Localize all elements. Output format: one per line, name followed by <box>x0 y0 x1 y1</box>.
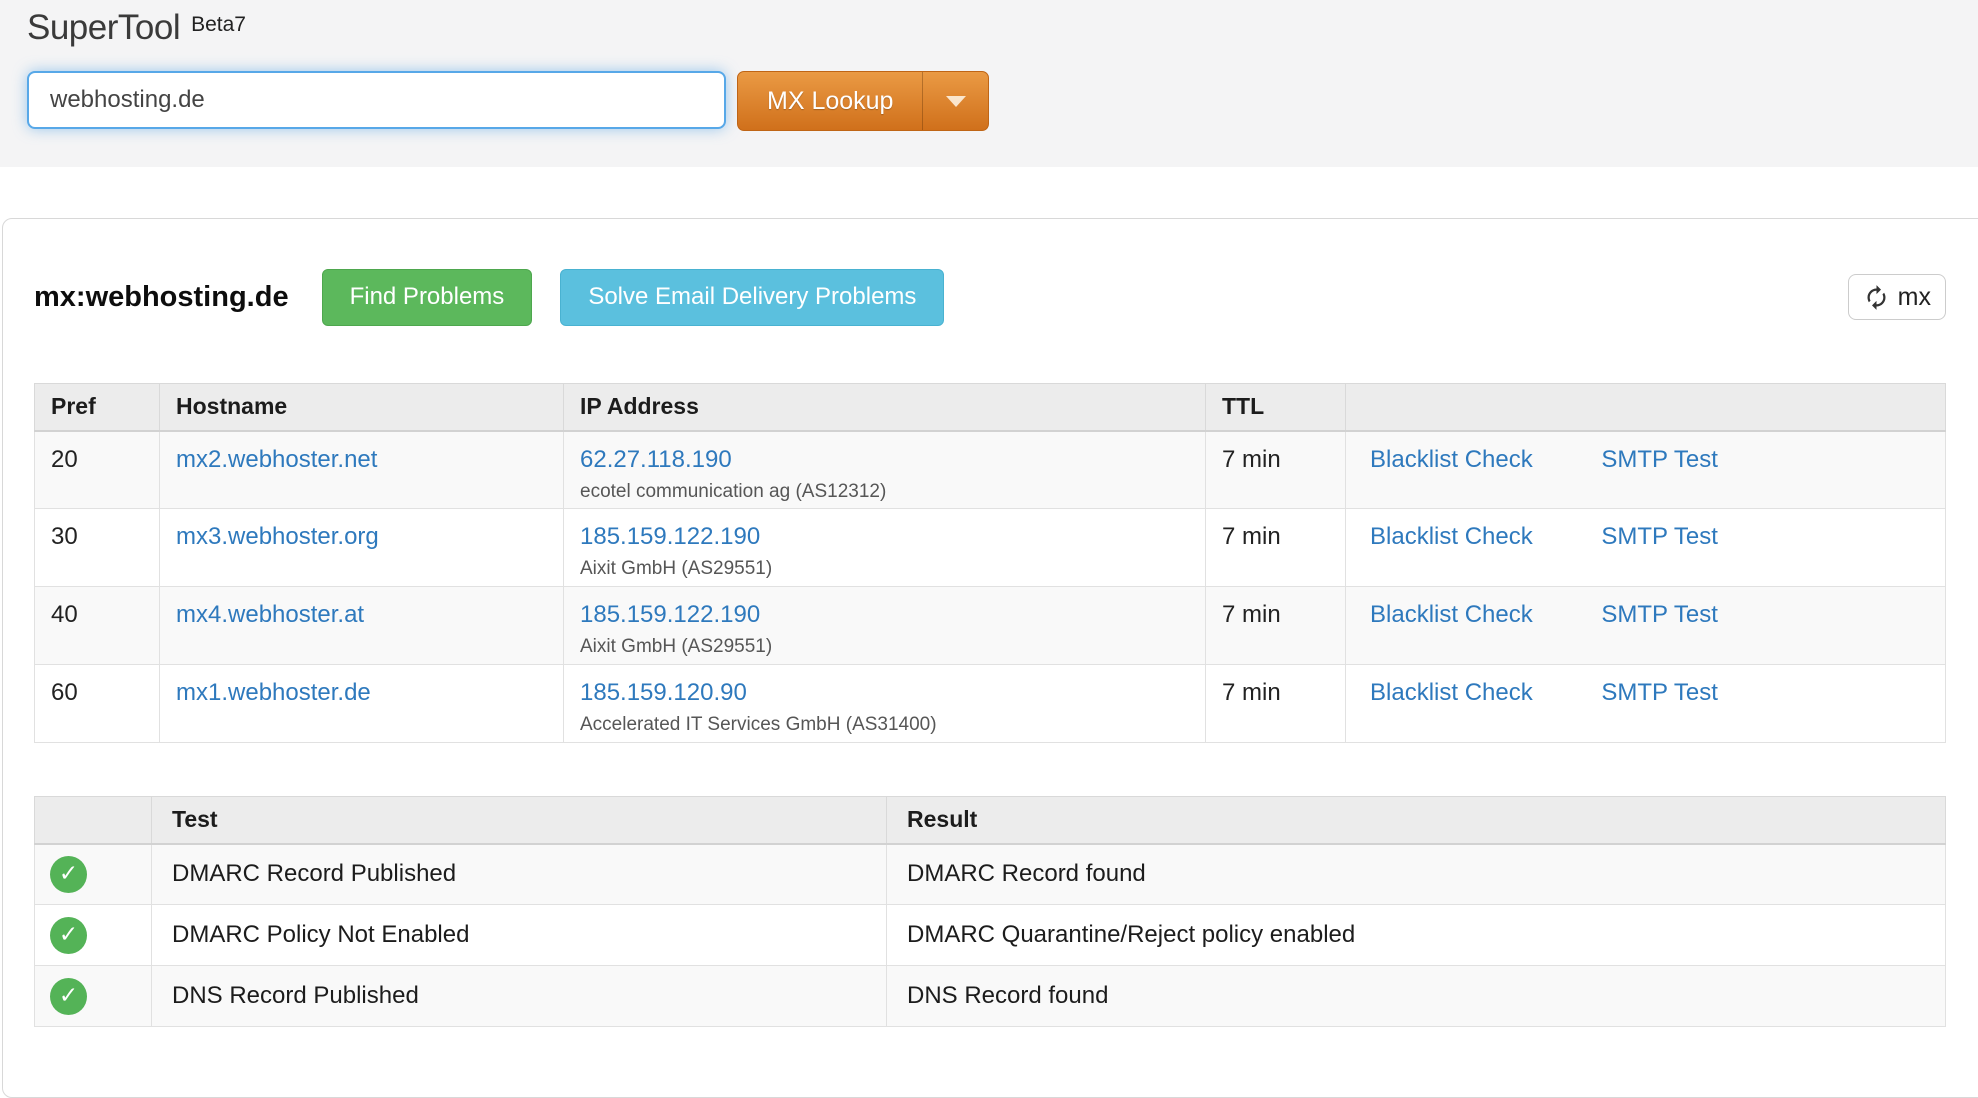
result-card: mx:webhosting.de Find Problems Solve Ema… <box>2 218 1978 1098</box>
mx-records-table: Pref Hostname IP Address TTL 20 mx2.webh… <box>34 383 1946 743</box>
pref-cell: 20 <box>34 430 160 509</box>
hostname-link[interactable]: mx3.webhoster.org <box>176 523 379 550</box>
col-header-test: Test <box>151 796 887 845</box>
test-name-cell: DMARC Policy Not Enabled <box>151 904 887 966</box>
blacklist-check-link[interactable]: Blacklist Check <box>1370 523 1533 550</box>
mx-table-header-row: Pref Hostname IP Address TTL <box>34 383 1946 432</box>
app-title: SuperTool <box>27 8 181 47</box>
mx-record-row: 60 mx1.webhoster.de 185.159.120.90 Accel… <box>34 664 1946 743</box>
test-table-header-row: Test Result <box>34 796 1946 845</box>
pass-check-icon: ✓ <box>50 977 87 1015</box>
mx-lookup-split-button: MX Lookup <box>737 71 990 131</box>
blacklist-check-link[interactable]: Blacklist Check <box>1370 601 1533 628</box>
test-result-cell: DMARC Record found <box>886 843 1946 905</box>
lookup-type-dropdown[interactable] <box>923 72 988 130</box>
smtp-test-link[interactable]: SMTP Test <box>1601 679 1718 706</box>
col-header-actions <box>1345 383 1946 432</box>
ttl-cell: 7 min <box>1205 430 1346 509</box>
test-result-cell: DNS Record found <box>886 965 1946 1027</box>
chevron-down-icon <box>945 95 966 107</box>
pass-check-icon: ✓ <box>50 916 87 954</box>
blacklist-check-link[interactable]: Blacklist Check <box>1370 679 1533 706</box>
ttl-cell: 7 min <box>1205 508 1346 587</box>
asn-org-label: Aixit GmbH (AS29551) <box>580 636 773 657</box>
smtp-test-link[interactable]: SMTP Test <box>1601 601 1718 628</box>
mx-record-row: 40 mx4.webhoster.at 185.159.122.190 Aixi… <box>34 586 1946 665</box>
pref-cell: 40 <box>34 586 160 665</box>
asn-org-label: Accelerated IT Services GmbH (AS31400) <box>580 714 937 735</box>
pass-check-icon: ✓ <box>50 855 87 893</box>
test-name-cell: DMARC Record Published <box>151 843 887 905</box>
col-header-status <box>34 796 152 845</box>
test-result-row: ✓ DMARC Policy Not Enabled DMARC Quarant… <box>34 904 1946 966</box>
pref-cell: 60 <box>34 664 160 743</box>
ip-address-link[interactable]: 185.159.122.190 <box>580 601 761 628</box>
test-result-row: ✓ DMARC Record Published DMARC Record fo… <box>34 843 1946 905</box>
test-result-row: ✓ DNS Record Published DNS Record found <box>34 965 1946 1027</box>
domain-search-input[interactable] <box>27 71 726 129</box>
smtp-test-link[interactable]: SMTP Test <box>1601 523 1718 550</box>
ttl-cell: 7 min <box>1205 664 1346 743</box>
col-header-pref: Pref <box>34 383 160 432</box>
mx-lookup-button[interactable]: MX Lookup <box>738 72 924 130</box>
col-header-result: Result <box>886 796 1946 845</box>
find-problems-button[interactable]: Find Problems <box>321 268 533 326</box>
ip-address-link[interactable]: 185.159.120.90 <box>580 679 747 706</box>
hostname-link[interactable]: mx2.webhoster.net <box>176 445 378 473</box>
ip-address-link[interactable]: 185.159.122.190 <box>580 523 761 550</box>
blacklist-check-link[interactable]: Blacklist Check <box>1370 445 1533 473</box>
test-result-cell: DMARC Quarantine/Reject policy enabled <box>886 904 1946 966</box>
mx-record-row: 30 mx3.webhoster.org 185.159.122.190 Aix… <box>34 508 1946 587</box>
smtp-test-link[interactable]: SMTP Test <box>1601 445 1718 473</box>
col-header-hostname: Hostname <box>159 383 564 432</box>
ip-address-link[interactable]: 62.27.118.190 <box>580 445 732 473</box>
refresh-button-label: mx <box>1897 282 1931 311</box>
test-name-cell: DNS Record Published <box>151 965 887 1027</box>
refresh-icon <box>1867 284 1886 310</box>
col-header-ttl: TTL <box>1205 383 1346 432</box>
query-title: mx:webhosting.de <box>34 280 289 313</box>
solve-email-delivery-button[interactable]: Solve Email Delivery Problems <box>560 268 945 326</box>
top-search-bar: SuperTool Beta7 MX Lookup <box>0 0 1978 167</box>
col-header-ip: IP Address <box>563 383 1206 432</box>
refresh-lookup-button[interactable]: mx <box>1847 274 1946 320</box>
hostname-link[interactable]: mx4.webhoster.at <box>176 601 365 628</box>
dmarc-tests-table: Test Result ✓ DMARC Record Published DMA… <box>34 796 1946 1027</box>
asn-org-label: ecotel communication ag (AS12312) <box>580 480 887 502</box>
app-brand: SuperTool Beta7 <box>27 8 246 48</box>
asn-org-label: Aixit GmbH (AS29551) <box>580 558 773 579</box>
hostname-link[interactable]: mx1.webhoster.de <box>176 679 371 706</box>
ttl-cell: 7 min <box>1205 586 1346 665</box>
result-header: mx:webhosting.de Find Problems Solve Ema… <box>34 268 1946 326</box>
beta-badge: Beta7 <box>191 13 246 36</box>
pref-cell: 30 <box>34 508 160 587</box>
mx-record-row: 20 mx2.webhoster.net 62.27.118.190 ecote… <box>34 430 1946 509</box>
